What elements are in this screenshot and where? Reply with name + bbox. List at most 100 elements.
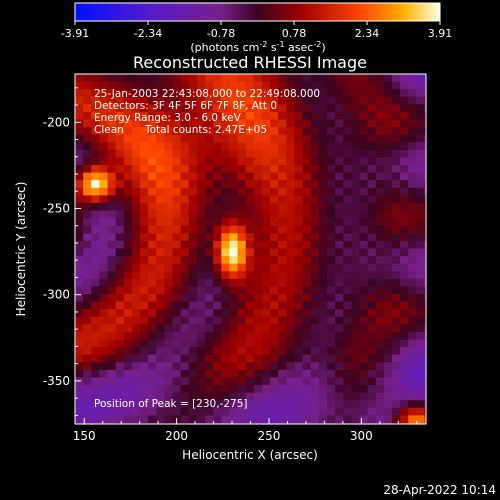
heatmap-cell [270, 407, 279, 416]
heatmap-cell [245, 104, 255, 113]
heatmap-cell [83, 415, 92, 424]
heatmap-cell [115, 354, 125, 363]
x-axis-label: Heliocentric X (arcsec) [182, 448, 318, 462]
heatmap-cell [148, 195, 157, 204]
heatmap-cell [123, 309, 133, 318]
heatmap-cell [229, 157, 239, 166]
heatmap-cell [253, 256, 263, 265]
heatmap-cell [75, 309, 84, 318]
heatmap-cell [302, 415, 312, 424]
heatmap-cell [75, 324, 84, 333]
heatmap-cell [392, 119, 401, 128]
heatmap-cell [343, 415, 352, 424]
heatmap-cell [229, 369, 239, 379]
heatmap-cell [351, 271, 361, 280]
heatmap-cell [75, 294, 84, 303]
heatmap-cell [123, 142, 133, 151]
annotation-clean: Clean [94, 124, 124, 136]
heatmap-cell [196, 195, 206, 204]
heatmap-cell [326, 286, 336, 295]
heatmap-cell [213, 316, 222, 325]
heatmap-cell [253, 369, 263, 379]
heatmap-cell [164, 74, 174, 83]
heatmap-cell [302, 111, 312, 121]
heatmap-cell [343, 294, 352, 303]
heatmap-cell [416, 218, 426, 227]
heatmap-cell [196, 362, 206, 371]
heatmap-cell [335, 316, 344, 325]
heatmap-cell [278, 400, 287, 409]
heatmap-cell [416, 180, 426, 189]
heatmap-cell [75, 74, 84, 83]
heatmap-cell [148, 385, 157, 394]
heatmap-cell [318, 415, 328, 424]
heatmap-cell [326, 385, 336, 394]
heatmap-cell [261, 369, 271, 379]
heatmap-cell [75, 180, 84, 189]
heatmap-cell [335, 256, 344, 265]
heatmap-cell [245, 309, 255, 318]
heatmap-cell [180, 248, 190, 257]
heatmap-cell [131, 354, 141, 363]
y-tick-label: -300 [43, 288, 70, 302]
heatmap-cell [156, 407, 166, 416]
heatmap-cell [310, 187, 320, 196]
heatmap-cell [156, 400, 166, 409]
heatmap-cell [326, 400, 336, 409]
heatmap-cell [172, 149, 182, 159]
heatmap-cell [107, 111, 117, 121]
heatmap-cell [416, 354, 426, 363]
heatmap-cell [359, 165, 369, 174]
heatmap-cell [213, 377, 222, 386]
heatmap-cell [131, 180, 141, 189]
heatmap-cell [392, 96, 401, 105]
heatmap-cell [140, 127, 149, 136]
heatmap-cell [375, 149, 385, 159]
heatmap-cell [359, 104, 369, 113]
heatmap-cell [164, 218, 174, 227]
heatmap-cell [188, 278, 198, 288]
heatmap-cell [172, 142, 182, 151]
heatmap-cell [188, 331, 198, 341]
heatmap-cell [164, 324, 174, 333]
heatmap-cell [383, 415, 393, 424]
heatmap-cell [278, 347, 287, 356]
heatmap-cell [213, 119, 222, 128]
heatmap-cell [131, 195, 141, 204]
heatmap-cell [408, 111, 417, 121]
heatmap-cell [221, 400, 231, 409]
colorbar: -3.91 -2.34 -0.78 0.78 2.34 3.91 (photons cm-… [61, 2, 452, 54]
heatmap-cell [131, 392, 141, 401]
heatmap-cell [205, 286, 214, 295]
heatmap-cell [196, 134, 206, 143]
heatmap-cell [383, 225, 393, 234]
heatmap-cell [343, 210, 352, 219]
heatmap-cell [188, 263, 198, 272]
heatmap-cell [367, 271, 377, 280]
heatmap-cell [75, 127, 84, 136]
heatmap-cell [351, 149, 361, 159]
heatmap-cell [261, 286, 271, 295]
heatmap-cell [148, 248, 157, 257]
heatmap-cell [270, 286, 279, 295]
heatmap-cell [140, 385, 149, 394]
heatmap-cell [408, 172, 417, 181]
heatmap-cell [196, 263, 206, 272]
heatmap-cell [205, 278, 214, 288]
heatmap-cell [83, 210, 92, 219]
heatmap-cell [107, 165, 117, 174]
heatmap-cell [253, 187, 263, 196]
heatmap-cell [375, 119, 385, 128]
heatmap-cell [205, 202, 214, 212]
heatmap-cell [253, 96, 263, 105]
heatmap-cell [383, 111, 393, 121]
heatmap-cell [213, 256, 222, 265]
heatmap-cell [131, 157, 141, 166]
heatmap-cell [115, 111, 125, 121]
heatmap-cell [408, 256, 417, 265]
heatmap-cell [294, 119, 304, 128]
heatmap-cell [83, 301, 92, 310]
heatmap-cell [359, 119, 369, 128]
heatmap-cell [221, 339, 231, 348]
heatmap-cell [140, 316, 149, 325]
